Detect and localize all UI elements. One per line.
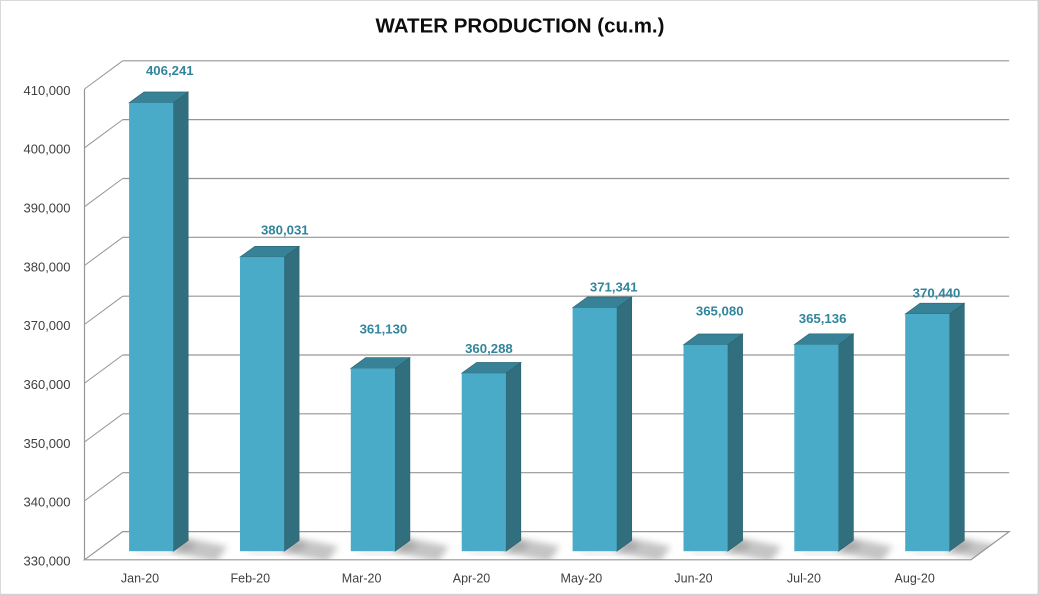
svg-text:371,341: 371,341 (590, 280, 638, 295)
svg-text:365,136: 365,136 (799, 311, 847, 326)
svg-text:Feb-20: Feb-20 (230, 572, 270, 586)
svg-text:361,130: 361,130 (360, 322, 408, 337)
svg-text:Jan-20: Jan-20 (121, 572, 159, 586)
svg-text:May-20: May-20 (561, 572, 603, 586)
svg-text:340,000: 340,000 (24, 495, 71, 510)
svg-text:Mar-20: Mar-20 (342, 572, 382, 586)
svg-text:WATER PRODUCTION (cu.m.): WATER PRODUCTION (cu.m.) (376, 15, 665, 38)
svg-text:360,000: 360,000 (24, 377, 71, 392)
svg-text:410,000: 410,000 (24, 83, 71, 98)
svg-text:365,080: 365,080 (696, 304, 744, 319)
svg-text:400,000: 400,000 (24, 142, 71, 157)
svg-text:406,241: 406,241 (146, 63, 194, 78)
svg-text:Aug-20: Aug-20 (895, 572, 935, 586)
svg-text:Jun-20: Jun-20 (674, 572, 712, 586)
svg-text:380,031: 380,031 (261, 223, 309, 238)
svg-text:330,000: 330,000 (24, 554, 71, 569)
svg-text:Jul-20: Jul-20 (787, 572, 821, 586)
svg-text:380,000: 380,000 (24, 259, 71, 274)
svg-text:370,440: 370,440 (913, 286, 961, 301)
svg-text:360,288: 360,288 (465, 341, 513, 356)
svg-text:390,000: 390,000 (24, 201, 71, 216)
svg-text:350,000: 350,000 (24, 436, 71, 451)
svg-text:370,000: 370,000 (24, 318, 71, 333)
svg-text:Apr-20: Apr-20 (453, 572, 491, 586)
